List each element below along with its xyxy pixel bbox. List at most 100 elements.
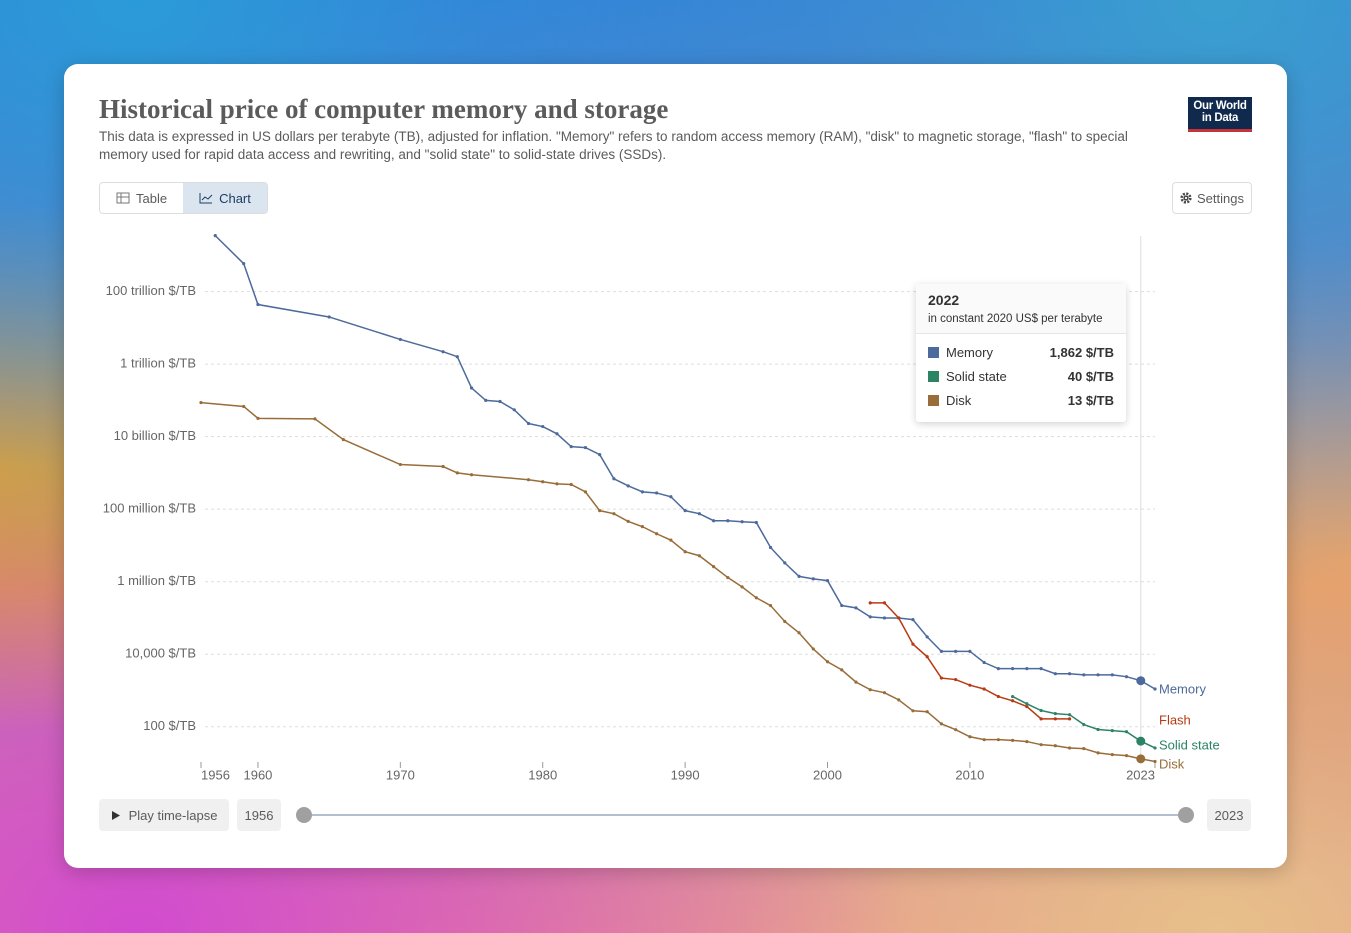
point [868, 615, 872, 619]
point [854, 606, 858, 610]
timeline-start[interactable]: 1956 [237, 799, 281, 831]
swatch [928, 394, 939, 406]
logo[interactable]: Our World in Data [1188, 97, 1252, 132]
series-line [200, 401, 1156, 763]
tooltip: 2022 in constant 2020 US$ per terabyte Me… [916, 284, 1126, 422]
point [626, 519, 630, 524]
timeline-handle[interactable] [296, 807, 312, 823]
point [398, 462, 402, 467]
tooltip-year: 2022 [928, 292, 960, 308]
point [1124, 753, 1129, 758]
highlight-point [1136, 676, 1146, 686]
title: Historical price of computer memory and … [99, 94, 669, 124]
point [726, 519, 730, 523]
highlight-point [1136, 754, 1146, 764]
x-tick-label: 1956 [201, 767, 230, 782]
point [768, 545, 773, 550]
tooltip-name: Solid state [946, 368, 1007, 384]
point [811, 577, 815, 581]
point [1124, 730, 1129, 734]
play-icon [111, 810, 120, 820]
tooltip-value: 1,862 $/TB [1049, 344, 1114, 360]
table-icon [116, 192, 130, 204]
point [797, 574, 801, 578]
point [1110, 729, 1114, 733]
point [868, 688, 872, 692]
point [669, 538, 673, 542]
point [327, 315, 331, 319]
play-button[interactable]: Play time-lapse [99, 799, 229, 831]
tooltip-name: Disk [946, 392, 972, 408]
point [954, 677, 958, 682]
timeline-end[interactable]: 2023 [1207, 799, 1251, 831]
point [612, 477, 616, 481]
tooltip-value: 40 $/TB [1067, 368, 1114, 384]
point [911, 618, 915, 622]
timeline-handle[interactable] [1178, 807, 1194, 823]
point [740, 520, 744, 524]
point [911, 642, 915, 646]
series-label: Flash [1159, 712, 1191, 727]
point [1053, 717, 1057, 721]
point [1039, 708, 1043, 713]
point [797, 631, 801, 635]
point [783, 619, 787, 624]
point [1053, 712, 1057, 716]
point [982, 738, 986, 742]
point [398, 337, 402, 342]
gear-icon [1180, 192, 1192, 204]
point [1039, 667, 1043, 671]
point [1011, 694, 1015, 699]
point [1025, 667, 1029, 671]
point [825, 660, 830, 664]
x-tick-label: 2000 [813, 767, 842, 782]
point [569, 445, 573, 449]
point [711, 519, 716, 523]
point [1025, 702, 1029, 706]
point [1082, 673, 1086, 677]
y-tick-label: 100 $/TB [143, 718, 196, 733]
point [882, 616, 887, 620]
point [526, 421, 531, 426]
chart-tab[interactable]: Chart [183, 183, 267, 213]
point [726, 575, 730, 580]
point [683, 509, 687, 513]
point [1153, 759, 1157, 764]
tooltip-rows: Memory 1,862 $/TB Solid state 40 $/TB Disk 13… [916, 334, 1126, 412]
point [213, 234, 217, 238]
point [598, 509, 602, 513]
point [840, 668, 844, 672]
highlight-point [1136, 736, 1146, 746]
logo-line: Our World [1193, 100, 1247, 112]
tooltip-name: Memory [946, 344, 993, 360]
point [996, 667, 1000, 671]
point [626, 484, 630, 488]
point [768, 603, 773, 608]
point [199, 400, 203, 405]
point [1011, 699, 1015, 703]
series-label: Disk [1159, 756, 1185, 771]
y-tick-label: 10 billion $/TB [114, 428, 196, 443]
point [256, 416, 260, 420]
series-label: Solid state [1159, 737, 1220, 752]
swatch [928, 346, 939, 358]
point [968, 735, 972, 739]
table-tab[interactable]: Table [100, 183, 183, 213]
point [1053, 744, 1057, 748]
point [441, 464, 445, 469]
point [1067, 713, 1072, 717]
y-tick-label: 10,000 $/TB [125, 646, 196, 661]
y-tick-label: 100 million $/TB [103, 501, 196, 516]
x-tick-label: 2010 [955, 767, 984, 782]
tooltip-row: Disk 13 $/TB [916, 388, 1126, 412]
point [825, 579, 830, 583]
point [1096, 751, 1100, 755]
point [683, 550, 687, 554]
point [655, 532, 659, 536]
point [484, 398, 488, 402]
point [455, 471, 459, 475]
point [939, 676, 944, 680]
point [925, 655, 929, 659]
settings-button[interactable]: Settings [1172, 182, 1252, 214]
